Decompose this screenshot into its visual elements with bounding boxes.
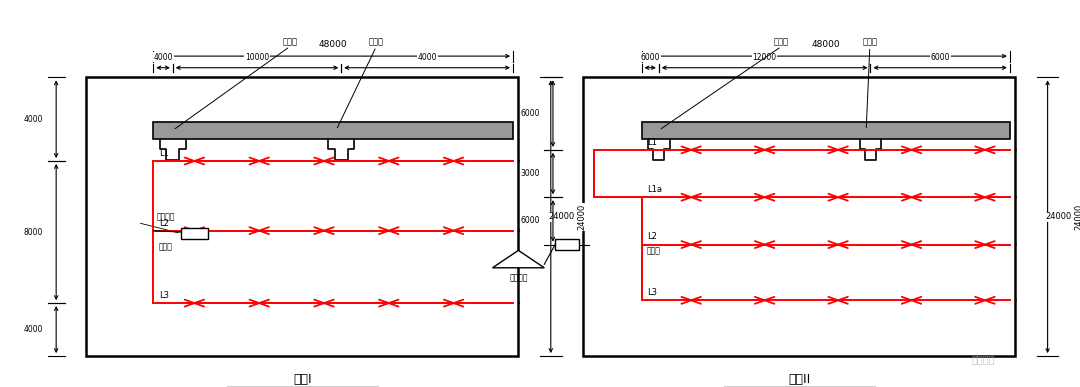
Text: 方案I: 方案I [293, 373, 312, 387]
Bar [153, 122, 513, 139]
Text: 中继模块: 中继模块 [509, 274, 528, 283]
Bar [555, 239, 579, 250]
Text: L1a: L1a [647, 185, 662, 194]
Text: 4000: 4000 [417, 53, 437, 62]
Text: 48000: 48000 [811, 40, 840, 49]
Text: 探测器: 探测器 [647, 247, 661, 255]
Text: 中继模块: 中继模块 [157, 213, 175, 222]
Text: 10000: 10000 [245, 53, 269, 62]
Bar [642, 122, 1010, 139]
Text: 采样孔: 采样孔 [862, 38, 877, 46]
Text: L2: L2 [159, 219, 168, 228]
Bar [86, 77, 518, 356]
Text: 24000: 24000 [578, 204, 586, 230]
Text: 3000: 3000 [521, 169, 540, 178]
Bar [583, 77, 1015, 356]
Text: 24000: 24000 [549, 212, 575, 221]
Text: 采样管: 采样管 [283, 38, 297, 46]
Text: 12000: 12000 [753, 53, 777, 62]
Text: L1: L1 [159, 149, 168, 158]
Text: L3: L3 [647, 288, 657, 297]
Text: 4000: 4000 [24, 115, 43, 124]
Text: 6000: 6000 [521, 109, 540, 118]
Text: 方案II: 方案II [788, 373, 810, 387]
Polygon shape [492, 250, 544, 268]
Text: 24000: 24000 [1045, 212, 1071, 221]
Text: 24000: 24000 [1075, 204, 1080, 230]
Text: 6000: 6000 [640, 53, 660, 62]
Text: 采样孔: 采样孔 [369, 38, 383, 46]
Text: L2: L2 [647, 233, 657, 241]
Text: L1: L1 [647, 138, 657, 147]
Text: 8000: 8000 [24, 228, 43, 236]
Text: 4000: 4000 [24, 325, 43, 334]
Text: 采样管: 采样管 [774, 38, 789, 46]
Bar [180, 228, 207, 239]
Text: 6000: 6000 [930, 53, 950, 62]
Text: 6000: 6000 [521, 216, 540, 225]
Text: L3: L3 [159, 291, 168, 300]
Text: 机电人脉: 机电人脉 [971, 354, 995, 364]
Text: 探测器: 探测器 [159, 242, 173, 251]
Text: 48000: 48000 [319, 40, 348, 49]
Text: 4000: 4000 [153, 53, 173, 62]
